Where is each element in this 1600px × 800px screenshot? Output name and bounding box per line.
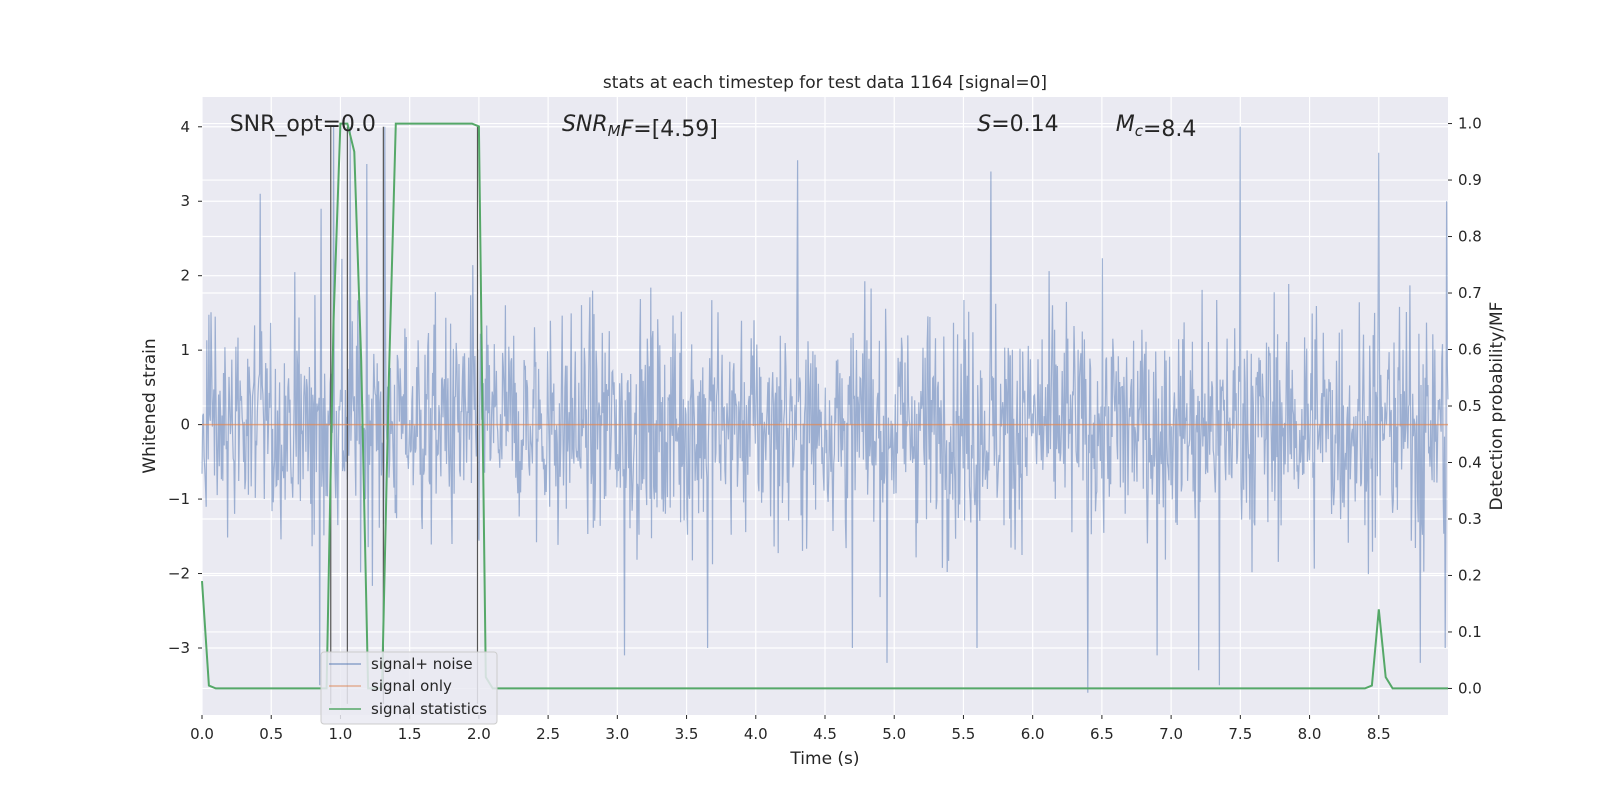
annotation: S=0.14 [977,112,1058,137]
legend-entry-signal-noise: signal+ noise [371,655,473,673]
y-tick-label: −2 [168,565,190,583]
legend-entry-signal-only: signal only [371,677,452,695]
y2-axis-label: Detection probability/MF [1487,302,1507,511]
series-line-signal-statistics [201,122,1448,690]
y2-tick-label: 0.3 [1458,510,1482,528]
y-tick-label: 4 [180,118,190,136]
annotations: SNR_opt=0.0 SNRMF=[4.59] S=0.14 Mc=8.4 [230,112,1197,142]
annotation: SNRMF=[4.59] [562,112,718,142]
x-tick-label: 4.5 [813,725,837,743]
y2-tick-label: 0.4 [1458,453,1482,471]
x-tick-label: 7.5 [1228,725,1252,743]
x-tick-label: 3.5 [675,725,699,743]
x-tick-label: 5.0 [882,725,906,743]
x-tick-label: 3.0 [605,725,629,743]
y-tick-label: 1 [180,341,190,359]
y2-tick-label: 0.2 [1458,566,1482,584]
x-tick-label: 5.5 [952,725,976,743]
x-tick-label: 8.5 [1367,725,1391,743]
legend-box [320,651,498,725]
annotation: Mc=8.4 [1116,112,1197,142]
x-tick-label: 6.5 [1090,725,1114,743]
y2-tick-label: 0.1 [1458,623,1482,641]
x-tick-label: 2.5 [536,725,560,743]
x-tick-label: 8.0 [1298,725,1322,743]
x-tick-label: 4.0 [744,725,768,743]
y2-tick-label: 1.0 [1458,115,1482,133]
y2-tick-label: 0.6 [1458,341,1482,359]
y-axis-label: Whitened strain [140,338,160,473]
y2-tick-label: 0.7 [1458,284,1482,302]
y-tick-label: 2 [180,267,190,285]
x-tick-label: 0.0 [190,725,214,743]
annotation: SNR_opt=0.0 [230,112,376,137]
legend-entry-signal-statistics: signal statistics [371,700,487,718]
x-tick-label: 6.0 [1021,725,1045,743]
chart-title: stats at each timestep for test data 116… [603,73,1047,93]
x-tick-label: 7.0 [1159,725,1183,743]
x-tick-label: 1.0 [329,725,353,743]
y2-tick-label: 0.0 [1458,679,1482,697]
y-tick-label: 3 [180,192,190,210]
y2-tick-label: 0.5 [1458,397,1482,415]
y-tick-label: 0 [180,416,190,434]
x-tick-label: 1.5 [398,725,422,743]
y-tick-label: −3 [168,639,190,657]
legend: signal+ noise signal only signal statist… [320,651,498,725]
tick-labels: 0.0 0.5 1.0 1.5 2.0 2.5 3.0 3.5 4.0 4.5 5.0 5.5 6.0 6… [168,115,1482,743]
series-lines [201,122,1448,690]
y-tick-label: −1 [168,490,190,508]
x-axis-label: Time (s) [789,749,859,769]
y2-tick-label: 0.9 [1458,171,1482,189]
x-tick-label: 2.0 [467,725,491,743]
y2-tick-label: 0.8 [1458,228,1482,246]
x-tick-label: 0.5 [259,725,283,743]
